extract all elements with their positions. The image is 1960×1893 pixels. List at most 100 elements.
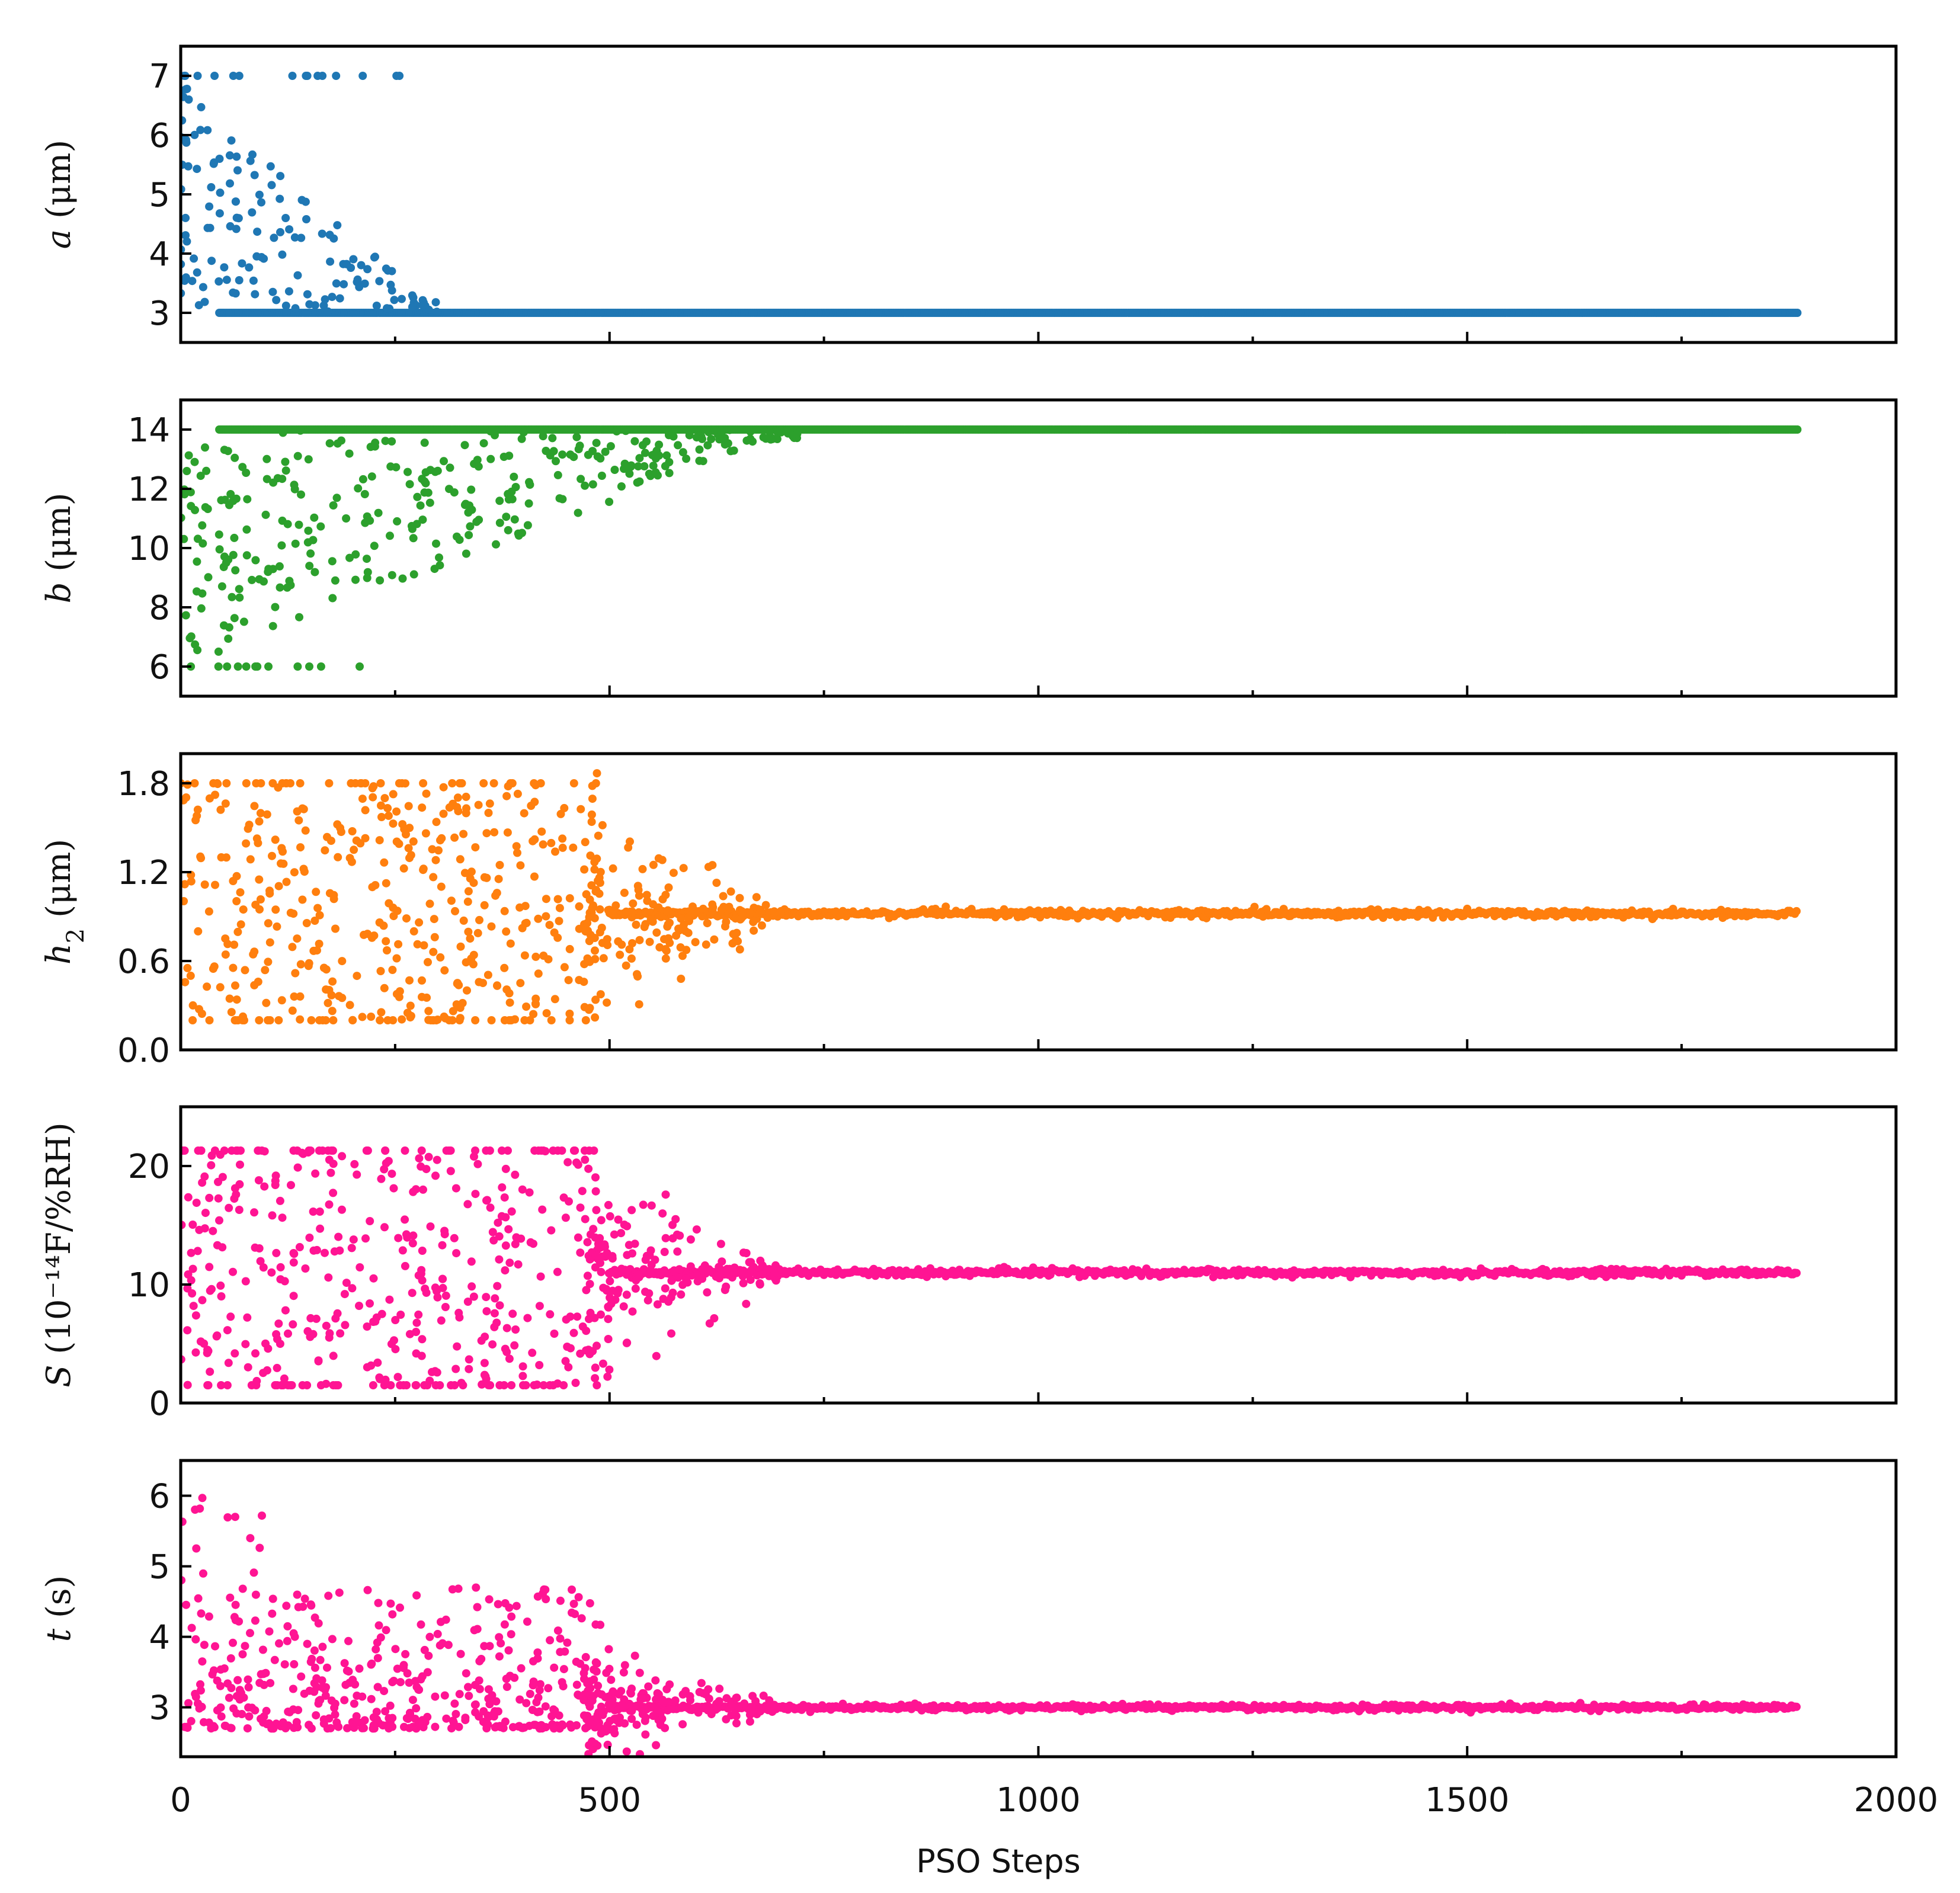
data-point (239, 905, 248, 914)
points-h2 (181, 769, 1801, 1024)
data-point (284, 1329, 292, 1338)
data-point (296, 426, 305, 435)
data-point (712, 1272, 720, 1281)
data-point (296, 1015, 305, 1024)
data-point (222, 779, 231, 787)
data-point (215, 545, 224, 554)
data-point (225, 1203, 233, 1212)
y-tick-label: 0.6 (117, 943, 170, 981)
data-point (418, 1247, 427, 1255)
data-point (293, 934, 302, 943)
data-point (531, 952, 540, 961)
data-point (188, 1264, 197, 1273)
data-point (478, 1380, 486, 1389)
data-point (645, 1289, 654, 1298)
data-point (439, 809, 448, 818)
data-point (581, 1155, 590, 1164)
data-point (374, 508, 383, 517)
data-point (187, 1248, 196, 1257)
data-point (429, 873, 438, 882)
data-point (315, 940, 324, 948)
data-point (413, 492, 422, 501)
data-point (462, 804, 470, 813)
data-point (221, 934, 230, 943)
data-point (1250, 902, 1259, 911)
data-point (617, 482, 626, 491)
data-point (242, 551, 251, 560)
data-point (581, 838, 590, 847)
data-point (251, 1243, 260, 1252)
data-point (276, 228, 284, 236)
data-point (278, 516, 287, 525)
data-point (463, 986, 471, 995)
data-point (183, 1380, 192, 1389)
data-point (495, 518, 504, 527)
data-point (251, 290, 260, 299)
data-point (230, 1349, 239, 1358)
data-point (729, 930, 738, 939)
data-point (482, 1293, 491, 1302)
data-point (440, 457, 448, 466)
data-point (574, 1233, 582, 1242)
data-point (518, 1362, 527, 1371)
data-point (367, 1013, 376, 1021)
data-point (425, 1376, 434, 1385)
data-point (510, 1341, 519, 1350)
data-point (581, 927, 590, 936)
data-point (542, 1009, 551, 1018)
data-point (1792, 1269, 1801, 1277)
data-point (335, 294, 344, 303)
data-point (328, 557, 337, 566)
data-point (500, 907, 509, 915)
data-point (505, 998, 514, 1007)
data-point (201, 1209, 210, 1218)
data-point (489, 779, 498, 787)
data-point (518, 924, 527, 933)
data-point (260, 254, 268, 263)
data-point (422, 789, 431, 798)
data-point (691, 938, 700, 947)
data-point (394, 1234, 403, 1242)
data-point (438, 1241, 447, 1250)
data-point (299, 805, 308, 813)
data-point (386, 531, 394, 540)
data-point (661, 1284, 670, 1293)
data-point (233, 927, 242, 936)
data-point (324, 998, 332, 1007)
data-point (301, 197, 310, 206)
data-point (563, 1158, 572, 1167)
data-point (183, 963, 192, 972)
data-point (393, 517, 402, 526)
data-point (297, 490, 305, 499)
data-point (304, 962, 313, 970)
data-point (437, 882, 446, 891)
data-point (238, 463, 247, 472)
data-point (453, 532, 461, 541)
data-point (747, 1258, 755, 1267)
data-point (635, 936, 644, 944)
data-point (530, 779, 539, 787)
data-point (424, 305, 433, 314)
data-point (290, 992, 299, 1001)
data-point (469, 1292, 478, 1301)
data-point (305, 662, 313, 671)
data-point (721, 922, 729, 931)
data-point (639, 1200, 648, 1209)
data-point (553, 933, 562, 942)
axes-frame (179, 44, 1898, 344)
data-point (193, 1247, 202, 1255)
data-point (531, 994, 540, 1003)
data-point (645, 937, 654, 946)
data-point (241, 1277, 250, 1286)
data-point (669, 432, 678, 441)
data-point (647, 1260, 656, 1269)
data-point (413, 940, 422, 949)
data-point (584, 1164, 593, 1173)
data-point (452, 1000, 461, 1009)
data-point (432, 539, 440, 548)
data-point (202, 466, 211, 475)
data-point (453, 1342, 462, 1351)
data-point (362, 1146, 371, 1155)
data-point (242, 839, 251, 848)
